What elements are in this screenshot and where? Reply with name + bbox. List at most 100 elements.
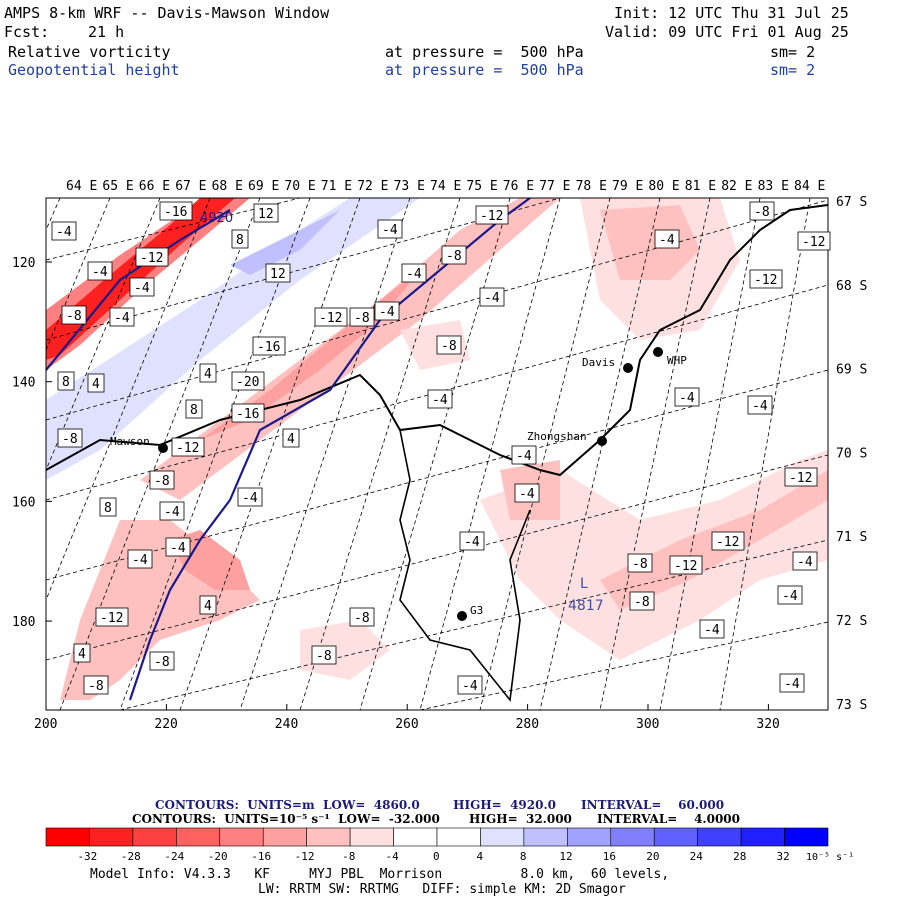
colorbar-segment bbox=[610, 827, 655, 847]
y-tick-label: 140 bbox=[12, 376, 35, 391]
longitude-label: 77 E bbox=[539, 179, 570, 194]
contour-label: -4 bbox=[164, 505, 180, 520]
low-center-value: 4817 bbox=[568, 598, 604, 614]
contour-label: -4 bbox=[484, 291, 500, 306]
contour-label-box bbox=[457, 675, 483, 695]
colorbar-segment bbox=[89, 827, 134, 847]
contour-label: -8 bbox=[316, 649, 332, 664]
contour-label-box bbox=[747, 395, 773, 415]
longitude-label: 67 E bbox=[175, 179, 206, 194]
contour-label-box bbox=[349, 607, 375, 627]
longitude-label: 72 E bbox=[357, 179, 388, 194]
contour-label-box bbox=[171, 437, 205, 457]
contour-label-box bbox=[73, 643, 91, 663]
graticule bbox=[46, 198, 828, 710]
contour-label-box bbox=[127, 549, 153, 569]
contour-label: -4 bbox=[782, 589, 798, 604]
contour-label: -4 bbox=[784, 677, 800, 692]
contour-label: 4 bbox=[204, 599, 212, 614]
latitude-label: 70 S bbox=[836, 446, 867, 461]
contour-label-box bbox=[253, 203, 279, 223]
contour-label: -8 bbox=[632, 557, 648, 572]
contour-label-box bbox=[427, 389, 453, 409]
contour-label-box bbox=[165, 537, 191, 557]
contour-label: -4 bbox=[797, 555, 813, 570]
contour-label: -4 bbox=[432, 393, 448, 408]
contour-label-box bbox=[199, 363, 217, 383]
station-name: WHP bbox=[667, 354, 687, 367]
longitude-label: 82 E bbox=[721, 179, 752, 194]
contour-label-box bbox=[436, 335, 462, 355]
station-marker bbox=[653, 347, 663, 357]
longitude-label: 69 E bbox=[248, 179, 279, 194]
contour-label: 4 bbox=[78, 647, 86, 662]
contour-label-box bbox=[797, 231, 831, 251]
contour-label-box bbox=[95, 607, 129, 627]
contour-label: -12 bbox=[754, 273, 777, 288]
contour-label: -4 bbox=[752, 399, 768, 414]
chart-title: AMPS 8-km WRF -- Davis-Mawson Window bbox=[4, 4, 330, 22]
field1-level: at pressure = 500 hPa bbox=[385, 43, 584, 61]
contour-label-box bbox=[109, 307, 135, 327]
colorbar-segment bbox=[176, 827, 221, 847]
contour-label-box bbox=[282, 428, 300, 448]
colorbar: -32 -28 -24 -20 -16 -12 -8 -4 0 4 8 12 16 20 24 28 32 10⁻… bbox=[45, 827, 854, 863]
contour-label-box bbox=[349, 307, 375, 327]
contour-label-box bbox=[57, 428, 83, 448]
model-info-line2: LW: RRTM SW: RRTMG DIFF: simple KM: 2D S… bbox=[258, 882, 626, 897]
contour-label-box bbox=[185, 399, 203, 419]
forecast-label: Fcst: bbox=[4, 23, 50, 41]
contour-label-box bbox=[231, 371, 265, 391]
contour-label-box bbox=[149, 470, 175, 490]
colorbar-segment bbox=[653, 827, 698, 847]
colorbar-tick-label: -24 bbox=[164, 850, 184, 863]
contour-label: -12 bbox=[176, 441, 199, 456]
contour-label-box bbox=[779, 673, 805, 693]
contour-label: -4 bbox=[170, 541, 186, 556]
field1-name: Relative vorticity bbox=[8, 43, 171, 61]
contour-label-box bbox=[699, 619, 725, 639]
longitude-label: 70 E bbox=[284, 179, 315, 194]
plot-frame bbox=[45, 197, 829, 711]
longitude-label: 75 E bbox=[466, 179, 497, 194]
contour-label-box bbox=[401, 263, 427, 283]
contour-label: -8 bbox=[354, 611, 370, 626]
colorbar-tick-label: -20 bbox=[208, 850, 228, 863]
x-tick-label: 300 bbox=[636, 717, 659, 732]
contour-label: -4 bbox=[56, 225, 72, 240]
x-tick-label: 280 bbox=[516, 717, 539, 732]
longitude-label: 73 E bbox=[394, 179, 425, 194]
longitude-label: 83 E bbox=[758, 179, 789, 194]
ice-shelf-edge bbox=[399, 429, 531, 702]
contour-label-box bbox=[252, 336, 286, 356]
field2-name: Geopotential height bbox=[8, 61, 180, 79]
longitude-label: 66 E bbox=[139, 179, 170, 194]
contour-label: -8 bbox=[441, 339, 457, 354]
contour-label-box bbox=[61, 305, 87, 325]
contour-label: -4 bbox=[464, 535, 480, 550]
contour-label-box bbox=[314, 307, 348, 327]
contour-label: 4 bbox=[204, 367, 212, 382]
contour-label: 8 bbox=[236, 233, 244, 248]
colorbar-tick-label: 32 bbox=[777, 850, 790, 863]
contour-label-box bbox=[311, 645, 337, 665]
contour-label: -4 bbox=[379, 305, 395, 320]
contour-label: -12 bbox=[802, 235, 825, 250]
strong-negative-vorticity-band bbox=[46, 198, 250, 370]
contour-label-box bbox=[135, 247, 169, 267]
contour-label-box bbox=[749, 201, 775, 221]
colorbar-segment bbox=[697, 827, 742, 847]
contour-label: -12 bbox=[789, 471, 812, 486]
contour-label: -4 bbox=[462, 679, 478, 694]
latitude-labels: 67 S 68 S 69 S 70 S 71 S 72 S 73 S bbox=[836, 195, 867, 713]
contour-label: -12 bbox=[319, 311, 342, 326]
contour-label-box bbox=[231, 229, 249, 249]
valid-time: Valid: 09 UTC Fri 01 Aug 25 bbox=[605, 23, 849, 41]
colorbar-tick-label: 24 bbox=[690, 850, 704, 863]
colorbar-segment bbox=[306, 827, 351, 847]
colorbar-segment bbox=[740, 827, 785, 847]
longitude-label: 78 E bbox=[576, 179, 607, 194]
contour-label-box bbox=[377, 219, 403, 239]
colorbar-segment bbox=[132, 827, 177, 847]
contour-label: -12 bbox=[140, 251, 163, 266]
